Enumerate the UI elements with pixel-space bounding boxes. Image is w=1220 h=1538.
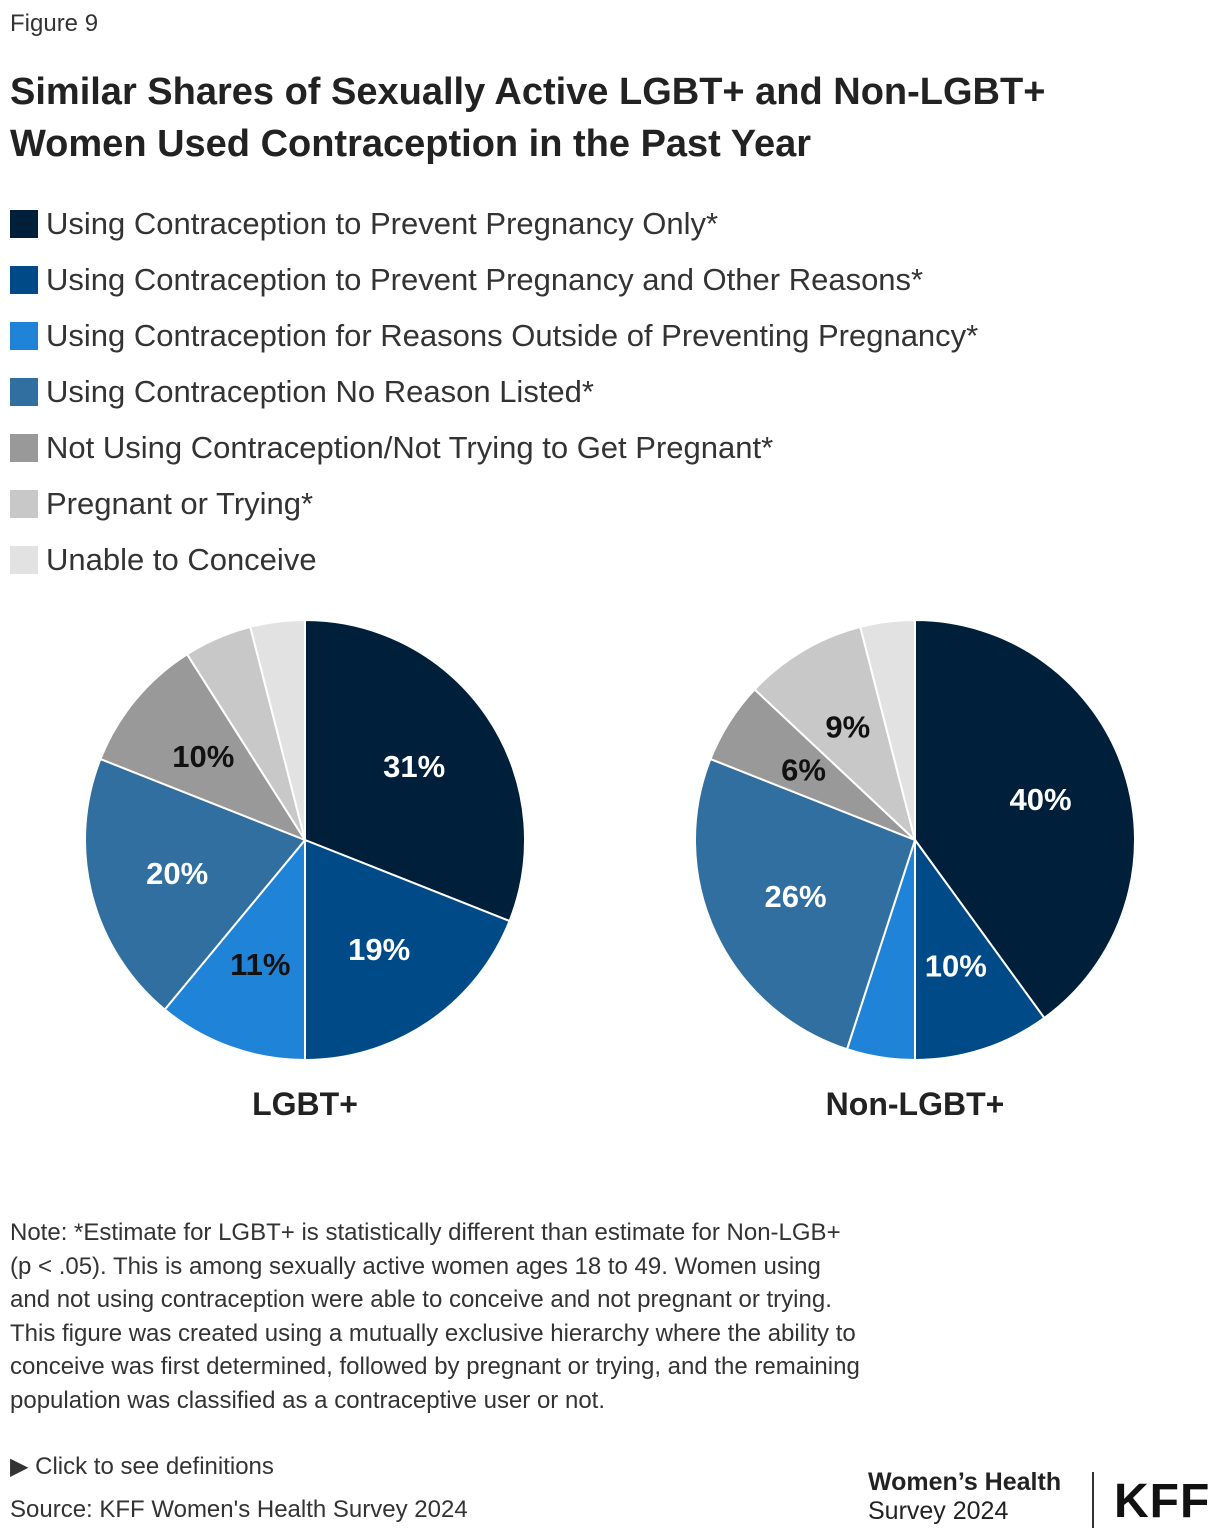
legend-swatch [10,266,38,294]
legend-item: Using Contraception for Reasons Outside … [10,308,978,364]
data-label: 11% [230,947,290,982]
data-label: 19% [348,932,410,967]
pie-slice [304,838,511,1062]
legend: Using Contraception to Prevent Pregnancy… [10,196,978,588]
legend-item: Not Using Contraception/Not Trying to Ge… [10,420,978,476]
legend-swatch [10,322,38,350]
legend-swatch [10,434,38,462]
kff-logo: KFF [1114,1475,1211,1528]
pie-slice [753,625,917,844]
pie-slice [914,618,1136,1020]
data-label: 10% [925,949,987,984]
pie-slice [914,836,1046,1062]
legend-item: Using Contraception to Prevent Pregnancy… [10,252,978,308]
data-label: 6% [781,752,826,787]
legend-label: Pregnant or Trying* [46,486,314,521]
legend-swatch [10,210,38,238]
data-label: 40% [1010,782,1072,817]
pie-slice [859,618,916,841]
legend-label: Unable to Conceive [46,542,317,577]
pie-slice [163,837,306,1062]
pie-slice [99,652,308,843]
data-label: 31% [383,749,445,784]
legend-swatch [10,490,38,518]
pie-slice [694,757,917,1051]
data-label: 26% [765,879,827,914]
note: Note: *Estimate for LGBT+ is statistical… [10,1219,860,1414]
source: Source: KFF Women's Health Survey 2024 [10,1496,468,1523]
legend-label: Not Using Contraception/Not Trying to Ge… [46,430,774,465]
legend-label: Using Contraception for Reasons Outside … [46,318,979,353]
legend-label: Using Contraception No Reason Listed* [46,374,594,409]
legend-label: Using Contraception to Prevent Pregnancy… [46,206,719,241]
logo-divider [1092,1472,1094,1528]
legend-swatch [10,378,38,406]
pie-charts: 31% 19% 11% 20% 10% LGBT+ 40% 10% 26% 6% 9% Non-LGB… [84,618,1136,1122]
legend-swatch [10,546,38,574]
survey-logo: Women’s Health Survey 2024 [868,1468,1062,1525]
legend-item: Using Contraception No Reason Listed* [10,364,978,420]
figure-label: Figure 9 [10,10,99,37]
pie-slice [249,618,306,841]
chart-title: Similar Shares of Sexually Active LGBT+ … [10,71,1046,165]
legend-item: Using Contraception to Prevent Pregnancy… [10,196,978,252]
legend-item: Unable to Conceive [10,532,978,588]
data-label: 20% [146,856,208,891]
data-label: 10% [172,739,234,774]
legend-item: Pregnant or Trying* [10,476,978,532]
pie-title: LGBT+ [252,1086,358,1122]
definitions-link[interactable]: ▶ Click to see definitions [10,1453,274,1480]
legend-label: Using Contraception to Prevent Pregnancy… [46,262,924,297]
pie-title: Non-LGBT+ [826,1086,1005,1122]
pie-slice [304,618,526,923]
data-label: 9% [825,709,870,744]
pie-slice [84,757,307,1011]
